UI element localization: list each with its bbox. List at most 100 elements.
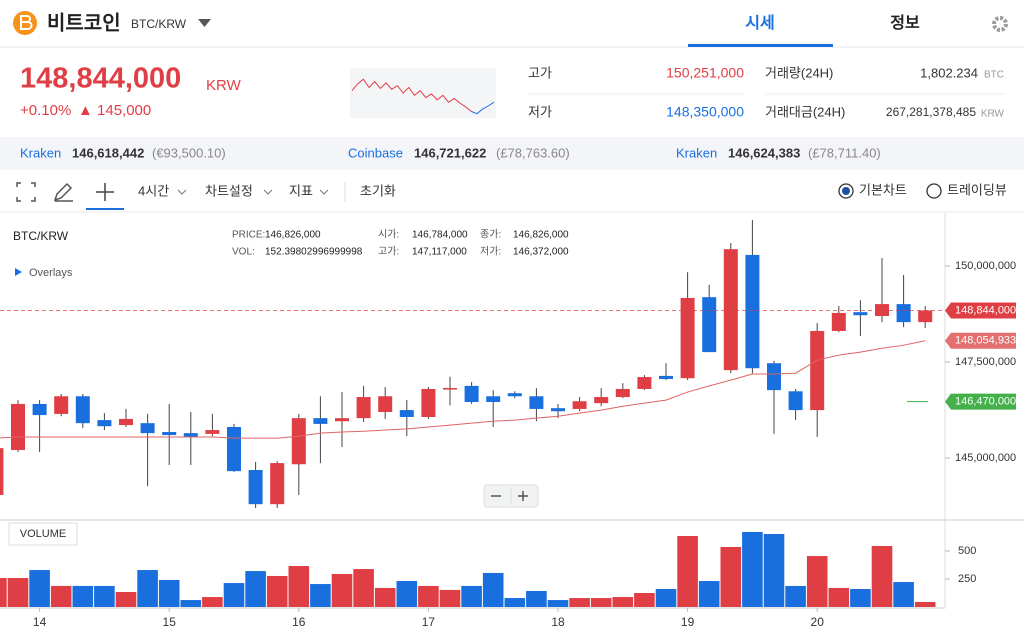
tool-underline [86, 208, 124, 210]
stat-value: 148,350,000 [666, 104, 744, 120]
candle-body [443, 387, 457, 390]
info-label: PRICE: [232, 230, 265, 241]
volume-bar [698, 581, 720, 607]
candle-body [205, 430, 220, 434]
info-value: 146,372,000 [513, 247, 569, 258]
reset[interactable]: 초기화 [360, 183, 396, 198]
stat-label: 거래량(24H) [765, 65, 833, 80]
candle-body [810, 330, 825, 411]
radio[interactable] [926, 183, 942, 199]
stat-unit: BTC [984, 70, 1004, 81]
indicator[interactable]: 지표 [289, 183, 313, 198]
x-tick-label: 19 [681, 615, 695, 629]
volume-bar [720, 546, 742, 607]
price-tag [945, 302, 1016, 319]
volume-bar [158, 580, 180, 607]
volume-bar [914, 601, 936, 607]
coin-icon-glyph [20, 15, 33, 30]
radio-selected[interactable] [838, 183, 854, 199]
candle-body [97, 420, 112, 427]
exchange-alt: (£78,711.40) [808, 145, 881, 160]
mode[interactable]: 트레이딩뷰 [947, 182, 1007, 197]
volume-bar [266, 575, 288, 607]
price-tag [945, 332, 1016, 349]
volume-label: VOLUME [20, 528, 66, 540]
candle-body [140, 423, 155, 434]
fullscreen-icon[interactable] [16, 182, 36, 202]
exchange-alt: (€93,500.10) [152, 145, 226, 160]
candle-body [313, 418, 328, 424]
candle-body [767, 363, 781, 391]
tab[interactable]: 시세 [745, 14, 774, 32]
sparkline-box [350, 68, 496, 118]
overlays[interactable]: Overlays [29, 267, 73, 279]
volume-bar [50, 585, 72, 607]
volume-bar [590, 598, 612, 607]
info-value: 152.39802996999998 [265, 247, 363, 258]
sparkline-end [471, 101, 495, 115]
x-tick-label: 18 [551, 615, 565, 629]
overlay-toggle[interactable] [15, 268, 22, 276]
tab[interactable]: 정보 [890, 14, 920, 32]
chart-title: BTC/KRW [13, 229, 69, 243]
chart-settings[interactable]: 차트설정 [205, 183, 253, 198]
volume-bar [482, 572, 504, 607]
settings-icon[interactable] [992, 16, 1008, 32]
candle-body [659, 375, 673, 379]
candle-body [680, 297, 695, 379]
candle-body [75, 396, 90, 424]
candle-body [615, 388, 630, 398]
volume-bar [439, 589, 461, 607]
coin-dropdown[interactable] [198, 19, 211, 27]
exchange-price: 146,618,442 [72, 145, 144, 160]
volume-bar [137, 570, 158, 607]
price-tag-label: 148,054,933 [955, 335, 1016, 347]
tab-underline [688, 44, 833, 47]
draw-icon[interactable] [53, 182, 73, 202]
volume-bar [202, 597, 223, 607]
candle-body [119, 418, 133, 426]
exchange-bar [0, 137, 1024, 170]
volume-bar [396, 581, 418, 607]
volume-bar [526, 590, 547, 607]
stat-value: 267,281,378,485 [886, 105, 976, 119]
candle-body [702, 297, 717, 353]
crosshair-icon[interactable] [96, 183, 114, 201]
volume-bar [569, 598, 590, 607]
volume-bar [115, 591, 137, 607]
y-tick-label: 145,000,000 [955, 452, 1016, 464]
volume-bar [871, 545, 893, 607]
exchange-price: 146,721,622 [414, 145, 486, 160]
candle-body [32, 403, 47, 416]
currency: KRW [206, 77, 242, 94]
x-tick-label: 15 [163, 615, 177, 629]
volume-bar [677, 535, 698, 607]
volume-bar [461, 585, 482, 607]
info-value: 147,117,000 [412, 247, 467, 258]
x-tick-label: 17 [422, 615, 436, 629]
mode[interactable]: 기본차트 [859, 182, 907, 197]
candle-body [54, 396, 69, 414]
candle-body [248, 469, 263, 505]
moving-average [0, 340, 926, 439]
candle-body [464, 385, 479, 403]
volume-bar [7, 577, 29, 607]
volume-bar [785, 585, 806, 607]
interval[interactable]: 4시간 [138, 183, 169, 198]
volume-bar [763, 533, 785, 607]
volume-bar [893, 582, 914, 607]
info-label: 종가: [480, 229, 501, 241]
candle-body [183, 433, 198, 437]
zoom-controls [483, 484, 539, 508]
candle-body [529, 396, 544, 409]
plot [0, 219, 936, 607]
stat-unit: KRW [981, 109, 1005, 120]
candle-body [486, 396, 501, 403]
price-tag [945, 393, 1016, 410]
volume-bar [353, 569, 374, 607]
chevron [319, 189, 329, 195]
chevron [177, 189, 187, 195]
volume-tick-label: 250 [958, 573, 976, 585]
info-value: 146,826,000 [513, 230, 569, 241]
